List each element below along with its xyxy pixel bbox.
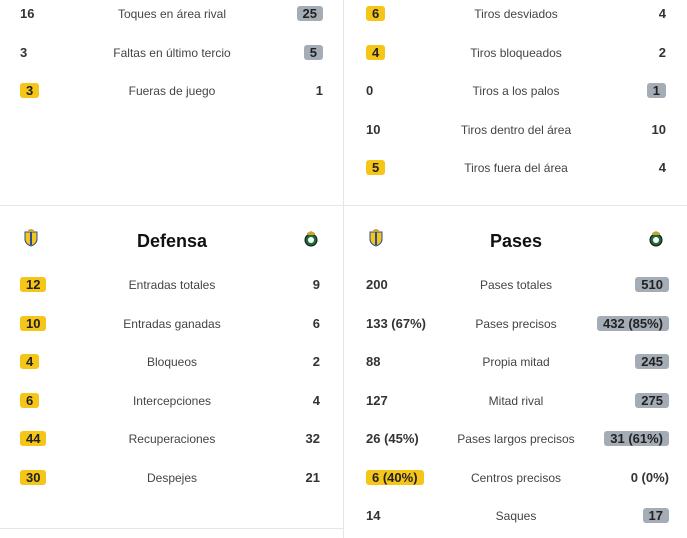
away-value: 32 <box>305 431 320 446</box>
panel-top-right: 6 Tiros desviados 4 4 Tiros bloqueados 2 0 Tiro… <box>344 0 687 205</box>
panel-pases: Pases 200 Pases totales 510 133 (67%) Pases … <box>344 206 687 538</box>
home-value: 6 <box>366 2 386 26</box>
away-value: 1 <box>315 83 323 98</box>
home-value: 4 <box>366 41 386 65</box>
home-value: 200 <box>366 277 388 292</box>
stat-label: Saques <box>495 509 537 523</box>
stat-label: Tiros a los palos <box>472 84 560 98</box>
stat-label: Faltas en último tercio <box>113 45 231 60</box>
section-title: Pases <box>489 231 543 251</box>
away-value: 6 <box>312 315 320 331</box>
away-value: 2 <box>658 44 666 60</box>
away-value: 21 <box>305 469 320 485</box>
home-value: 16 <box>20 6 35 21</box>
panel-top-left: 16 Toques en área rival 25 3 Faltas en últim… <box>0 0 343 205</box>
home-value: 6 <box>20 389 40 413</box>
stat-label: Tiros dentro del área <box>460 122 572 137</box>
stat-label: Entradas ganadas <box>123 316 221 331</box>
away-value: 510 <box>635 273 669 297</box>
away-value: 275 <box>635 389 669 413</box>
stat-row: 88 Propia mitad 245 <box>344 350 687 374</box>
home-value: 5 <box>366 156 386 180</box>
stat-label: Fueras de juego <box>128 84 216 98</box>
stat-row: 10 Tiros dentro del área 10 <box>344 118 687 142</box>
away-value: 17 <box>642 504 669 528</box>
stat-label: Intercepciones <box>132 393 212 408</box>
home-value: 6 (40%) <box>366 466 424 490</box>
section-title: Defensa <box>136 231 208 251</box>
stat-row: 10 Entradas ganadas 6 <box>0 312 343 336</box>
home-value: 10 <box>20 312 47 336</box>
home-value: 3 <box>20 79 40 103</box>
stat-label: Entradas totales <box>128 278 216 292</box>
away-value: 5 <box>303 41 323 65</box>
stat-row: 4 Tiros bloqueados 2 <box>344 41 687 65</box>
home-value: 14 <box>366 508 381 523</box>
stat-row: 4 Bloqueos 2 <box>0 350 343 374</box>
stat-row: 127 Mitad rival 275 <box>344 389 687 413</box>
stat-label: Bloqueos <box>146 355 198 369</box>
stat-label: Mitad rival <box>488 393 544 408</box>
stat-row: 12 Entradas totales 9 <box>0 273 343 297</box>
stat-row: 6 Intercepciones 4 <box>0 389 343 413</box>
stat-row: 14 Saques 17 <box>344 504 687 528</box>
stat-row: 133 (67%) Pases precisos 432 (85%) <box>344 312 687 336</box>
stat-label: Propia mitad <box>482 355 550 369</box>
away-value: 4 <box>658 6 666 21</box>
stat-label: Tiros bloqueados <box>470 45 562 60</box>
racing-crest-icon <box>304 231 318 247</box>
away-value: 0 (0%) <box>630 469 669 485</box>
home-value: 4 <box>20 350 40 374</box>
home-value: 88 <box>366 354 381 369</box>
away-value: 4 <box>312 392 320 408</box>
home-value: 3 <box>20 44 28 60</box>
home-value: 26 (45%) <box>366 431 419 446</box>
stat-row: 26 (45%) Pases largos precisos 31 (61%) <box>344 427 687 451</box>
cadiz-crest-icon <box>24 229 38 247</box>
home-value: 12 <box>20 273 47 297</box>
away-value: 10 <box>651 121 666 137</box>
stat-label: Despejes <box>146 470 198 485</box>
stat-row: 3 Faltas en último tercio 5 <box>0 41 343 65</box>
stat-row: 44 Recuperaciones 32 <box>0 427 343 451</box>
stat-row: 0 Tiros a los palos 1 <box>344 79 687 103</box>
vertical-divider <box>343 0 344 538</box>
cadiz-crest-icon <box>369 229 383 247</box>
stat-row: 200 Pases totales 510 <box>344 273 687 297</box>
home-value: 30 <box>20 466 47 490</box>
home-value: 133 (67%) <box>366 315 426 331</box>
stat-row: 3 Fueras de juego 1 <box>0 79 343 103</box>
stat-row: 6 Tiros desviados 4 <box>344 2 687 26</box>
home-value: 10 <box>366 121 381 137</box>
home-value: 0 <box>366 83 374 98</box>
away-value: 432 (85%) <box>597 312 669 336</box>
away-value: 4 <box>658 160 666 175</box>
home-value: 127 <box>366 392 388 408</box>
horizontal-divider <box>0 205 687 206</box>
stat-label: Tiros desviados <box>474 7 558 21</box>
panel-defensa: Defensa 12 Entradas totales 9 10 Entradas ga… <box>0 206 343 528</box>
home-value: 44 <box>20 427 47 451</box>
away-value: 31 (61%) <box>604 427 669 451</box>
stat-label: Centros precisos <box>470 470 562 485</box>
stat-label: Pases totales <box>479 278 553 292</box>
stat-label: Tiros fuera del área <box>464 161 568 175</box>
stat-row: 6 (40%) Centros precisos 0 (0%) <box>344 466 687 490</box>
stat-row: 16 Toques en área rival 25 <box>0 2 343 26</box>
away-value: 1 <box>646 79 666 103</box>
away-value: 2 <box>312 354 320 369</box>
horizontal-divider-bottom <box>0 528 343 529</box>
stat-label: Toques en área rival <box>117 7 227 21</box>
stat-label: Pases precisos <box>475 316 557 331</box>
racing-crest-icon <box>649 231 663 247</box>
away-value: 245 <box>635 350 669 374</box>
stat-row: 30 Despejes 21 <box>0 466 343 490</box>
stat-label: Pases largos precisos <box>457 432 575 446</box>
away-value: 9 <box>312 277 320 292</box>
away-value: 25 <box>296 2 323 26</box>
stat-label: Recuperaciones <box>128 432 216 446</box>
stat-row: 5 Tiros fuera del área 4 <box>344 156 687 180</box>
